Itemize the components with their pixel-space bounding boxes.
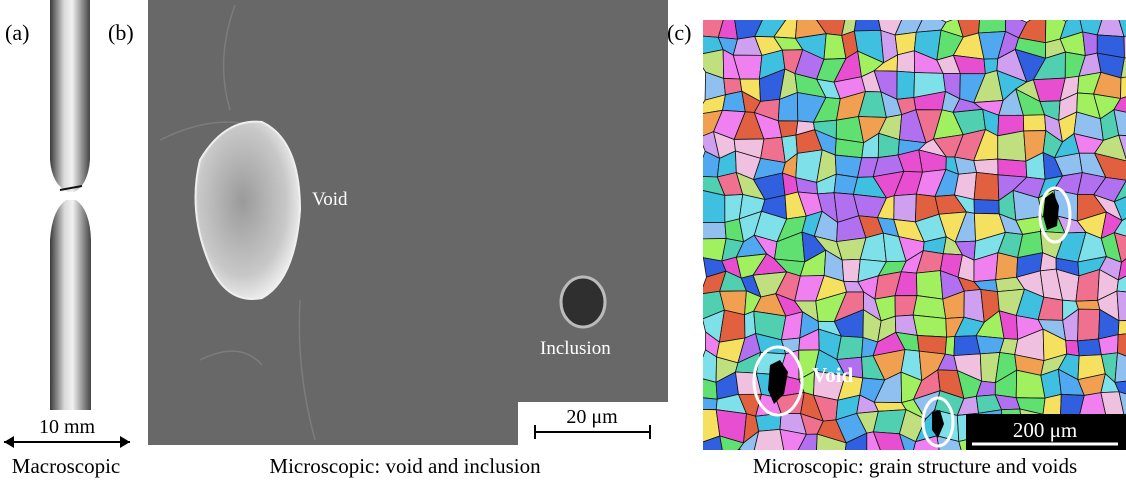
grain [696, 397, 717, 410]
grain [695, 350, 716, 382]
inclusion [561, 277, 605, 327]
panel-label: (b) [108, 20, 134, 45]
caption: Microscopic: grain structure and voids [753, 454, 1077, 478]
grain [693, 238, 726, 261]
grain [835, 155, 862, 177]
grain [693, 222, 726, 239]
specimen-upper [50, 0, 90, 192]
panel-label: (a) [5, 20, 29, 45]
grain [897, 71, 915, 99]
grain [894, 194, 917, 222]
caption: Microscopic: void and inclusion [269, 454, 541, 478]
annotation: Void [312, 189, 348, 210]
grain [719, 449, 739, 480]
figure: (a) 10 mm Macroscopic (b) Void Inclusion… [0, 0, 1126, 480]
grain [694, 458, 723, 476]
grain [913, 296, 946, 319]
grain [1076, 300, 1100, 309]
grain [1096, 450, 1123, 480]
grain [954, 336, 980, 356]
annotation: Inclusion [540, 338, 611, 359]
grain [998, 159, 1027, 177]
grain [1083, 32, 1098, 56]
grain [913, 315, 946, 337]
grain [1121, 449, 1126, 480]
grain [1066, 340, 1080, 356]
grain [1078, 309, 1100, 341]
specimen-lower [50, 200, 91, 410]
grain [694, 436, 723, 461]
panel-a: (a) 10 mm Macroscopic [4, 0, 130, 478]
grain [897, 51, 914, 73]
grain [974, 172, 999, 200]
grain [979, 12, 1006, 33]
annotation: Void [812, 363, 854, 387]
grain [996, 253, 1018, 280]
grain [854, 9, 880, 31]
grain [837, 336, 863, 359]
grain [842, 259, 860, 282]
grain [1118, 320, 1126, 334]
scale-label: 200 μm [1013, 418, 1077, 442]
grain [1078, 339, 1102, 356]
scale-label: 10 mm [39, 416, 96, 438]
grain [1023, 115, 1045, 131]
grain [1073, 451, 1104, 480]
grain [974, 200, 999, 214]
grain [945, 336, 955, 355]
scale-label: 20 μm [566, 406, 618, 428]
panel-b: (b) Void Inclusion 20 μm Microscopic: vo… [108, 0, 668, 478]
grain [998, 131, 1026, 161]
panel-c: Void 200 μm (c) Microscopic: grain struc… [667, 9, 1126, 480]
grain [723, 91, 746, 112]
grain [778, 121, 798, 137]
caption: Macroscopic [12, 454, 120, 478]
grain-map [693, 9, 1126, 480]
grain [1117, 291, 1126, 321]
grain [697, 190, 725, 222]
panel-label: (c) [667, 20, 691, 45]
grain [916, 271, 942, 300]
